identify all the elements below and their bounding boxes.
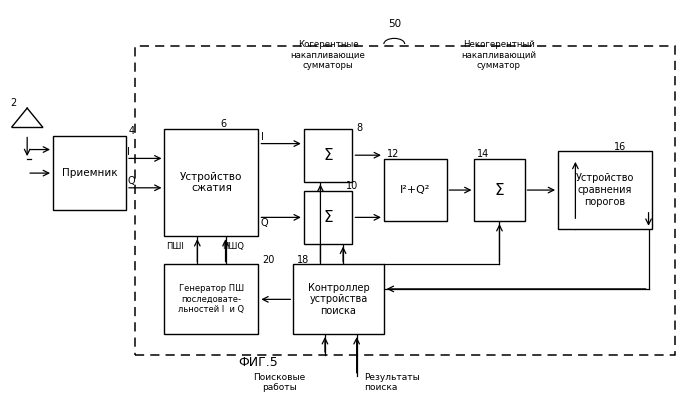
Text: 16: 16 — [614, 141, 627, 152]
Text: 4: 4 — [128, 126, 134, 136]
Text: Контроллер
устройства
поиска: Контроллер устройства поиска — [308, 283, 369, 316]
Text: Приемник: Приемник — [61, 168, 117, 178]
Text: 12: 12 — [387, 149, 400, 159]
Text: I: I — [260, 132, 263, 142]
Text: Устройство
сжатия: Устройство сжатия — [180, 172, 243, 193]
Text: 6: 6 — [221, 119, 227, 129]
Text: Q: Q — [128, 176, 135, 186]
FancyBboxPatch shape — [558, 151, 652, 229]
Text: Когерентные
накапливающие
сумматоры: Когерентные накапливающие сумматоры — [290, 40, 366, 70]
Text: 50: 50 — [387, 19, 401, 29]
Text: Некогерентный
накапливающий
сумматор: Некогерентный накапливающий сумматор — [461, 40, 536, 70]
Text: 20: 20 — [262, 255, 274, 265]
FancyBboxPatch shape — [53, 136, 126, 210]
Text: Результаты
поиска: Результаты поиска — [364, 373, 419, 392]
FancyBboxPatch shape — [165, 129, 258, 236]
Text: Устройство
сравнения
порогов: Устройство сравнения порогов — [576, 173, 634, 207]
Text: ПШI: ПШI — [166, 242, 184, 251]
Text: Σ: Σ — [323, 210, 333, 225]
Text: I: I — [128, 147, 131, 157]
FancyBboxPatch shape — [293, 264, 384, 334]
FancyBboxPatch shape — [384, 159, 447, 221]
Text: 8: 8 — [356, 123, 362, 133]
Text: Σ: Σ — [323, 148, 333, 163]
FancyBboxPatch shape — [165, 264, 258, 334]
Text: Поисковые
работы: Поисковые работы — [253, 373, 306, 392]
Text: 18: 18 — [297, 255, 309, 265]
FancyBboxPatch shape — [304, 129, 352, 182]
Text: ФИГ.5: ФИГ.5 — [239, 356, 279, 369]
Text: 2: 2 — [10, 98, 16, 108]
Text: 14: 14 — [477, 149, 489, 159]
Text: ПШQ: ПШQ — [222, 242, 244, 251]
Text: Σ: Σ — [495, 182, 504, 197]
Text: Генератор ПШ
последовате-
льностей I  и Q: Генератор ПШ последовате- льностей I и Q — [179, 284, 244, 314]
Text: I²+Q²: I²+Q² — [400, 185, 431, 195]
FancyBboxPatch shape — [475, 159, 524, 221]
Text: 10: 10 — [346, 181, 358, 191]
Text: Q: Q — [260, 217, 268, 228]
FancyBboxPatch shape — [304, 191, 352, 244]
